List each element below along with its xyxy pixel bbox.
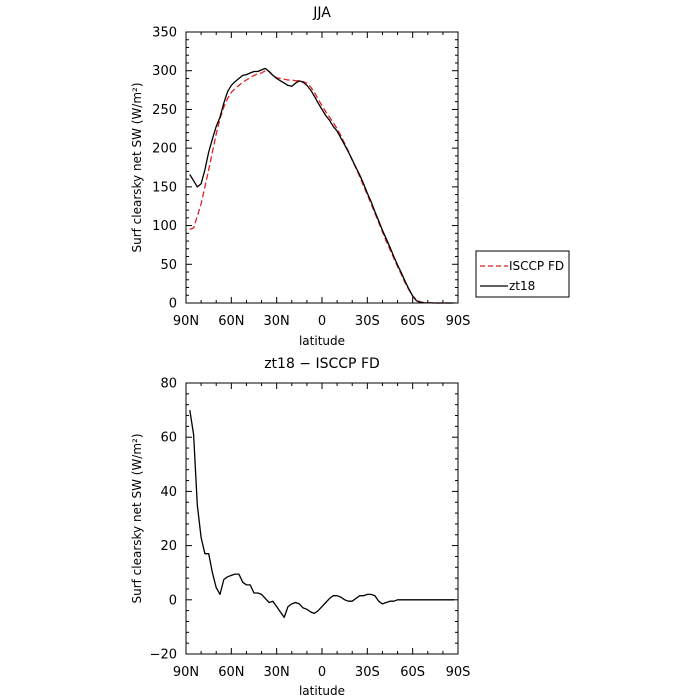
y-tick-label: 40: [160, 485, 177, 500]
y-axis-label-text: Surf clearsky net SW (W/m²): [130, 82, 144, 252]
y-tick-label: 350: [152, 26, 177, 41]
chart-title: JJA: [312, 5, 331, 21]
y-tick-label: 20: [160, 539, 177, 554]
bottom-panel-difference: zt18 − ISCCP FD latitude Surf clearsky n…: [130, 356, 470, 698]
y-tick-label: 0: [169, 593, 177, 608]
chart-title: zt18 − ISCCP FD: [264, 356, 380, 372]
plot-frame: [185, 382, 459, 655]
series-line-difference: [189, 409, 455, 619]
axis-ticks: 0 50 100 150 200 250 300 350 90N 60N 30N 0 30S 60S 90S: [152, 26, 470, 330]
plot-frame: [185, 31, 459, 304]
x-tick-label: 90S: [446, 665, 471, 680]
legend-box: [475, 250, 570, 298]
x-tick-label: 60N: [218, 665, 244, 680]
x-tick-label: 30N: [264, 665, 290, 680]
x-axis-label: latitude: [299, 334, 345, 348]
y-tick-label: 300: [152, 64, 177, 79]
x-axis-label: latitude: [299, 684, 345, 698]
series-lines: [189, 67, 455, 304]
x-tick-label: 60S: [400, 314, 425, 329]
x-tick-label: 90N: [173, 314, 199, 329]
y-tick-label: 60: [160, 431, 177, 446]
y-tick-label: 150: [152, 180, 177, 195]
y-tick-label: 80: [160, 377, 177, 392]
top-panel-jja: JJA latitude Surf clearsky net SW (W/m²)…: [130, 5, 470, 348]
series-lines: [189, 409, 455, 619]
series-line-isccp-fd: [189, 70, 455, 304]
legend-label-isccp-fd: ISCCP FD: [509, 259, 564, 273]
x-tick-label: 90N: [173, 665, 199, 680]
x-tick-label: 30S: [355, 314, 380, 329]
y-tick-label: 50: [160, 258, 177, 273]
y-axis-label: Surf clearsky net SW (W/m²): [130, 433, 144, 603]
series-line-zt18: [189, 67, 455, 304]
y-tick-label: 200: [152, 142, 177, 157]
legend: ISCCP FD zt18: [475, 250, 570, 298]
y-tick-label: 250: [152, 103, 177, 118]
legend-label-zt18: zt18: [509, 279, 535, 293]
y-tick-label: 100: [152, 219, 177, 234]
x-tick-label: 60S: [400, 665, 425, 680]
y-axis-label: Surf clearsky net SW (W/m²): [130, 82, 144, 252]
x-tick-label: 0: [318, 314, 326, 329]
x-tick-label: 90S: [446, 314, 471, 329]
y-axis-label-text: Surf clearsky net SW (W/m²): [130, 433, 144, 603]
y-tick-label: −20: [150, 648, 177, 663]
x-tick-label: 0: [318, 665, 326, 680]
y-tick-label: 0: [169, 297, 177, 312]
x-tick-label: 30N: [264, 314, 290, 329]
axis-ticks: −20 0 20 40 60 80 90N 60N 30N 0 30S 60S 90S: [150, 377, 471, 681]
x-tick-label: 60N: [218, 314, 244, 329]
x-tick-label: 30S: [355, 665, 380, 680]
